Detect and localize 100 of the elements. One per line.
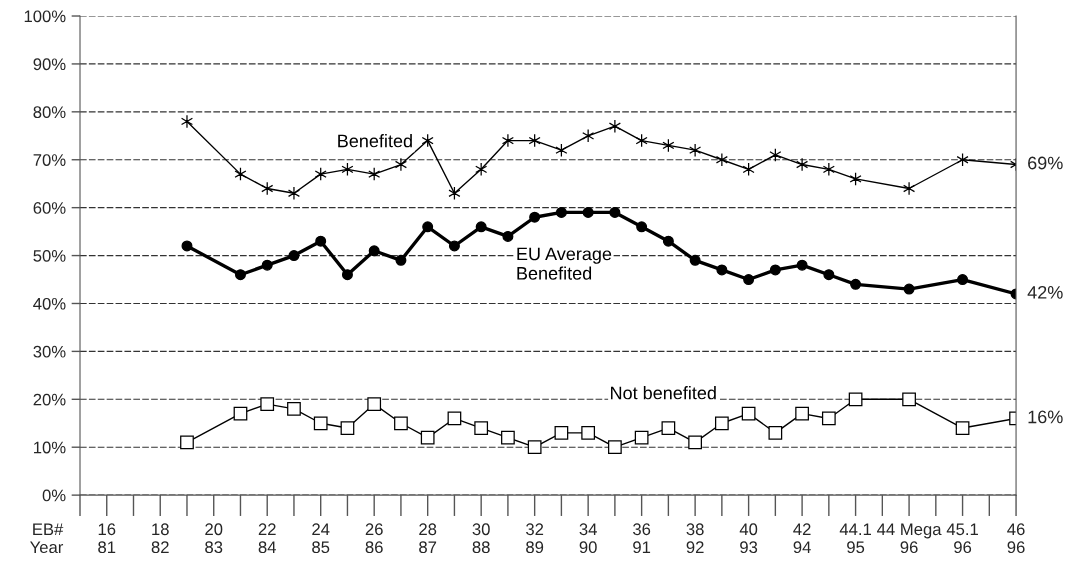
- series-label: Benefited: [338, 134, 412, 148]
- point: [261, 259, 273, 271]
- point: [234, 269, 246, 281]
- point: [903, 283, 915, 295]
- point: [527, 440, 542, 455]
- point: [795, 406, 809, 421]
- x-tick-label: 30 88: [472, 523, 490, 554]
- point: [688, 435, 702, 450]
- point: [447, 411, 462, 426]
- point: [368, 245, 380, 257]
- series-label: EU Average Benefited: [517, 247, 612, 280]
- point: [501, 430, 515, 445]
- point: [769, 264, 781, 276]
- x-tick-label: 44 Mega 96: [877, 523, 942, 554]
- point: [313, 416, 328, 431]
- point: [634, 430, 649, 445]
- point: [903, 181, 916, 196]
- point: [420, 430, 435, 445]
- point: [555, 206, 567, 218]
- x-tick-label: 46 96: [1007, 523, 1025, 554]
- point: [609, 206, 621, 218]
- point: [661, 421, 676, 435]
- annotation: 16%: [1028, 410, 1063, 424]
- point: [689, 254, 701, 266]
- point: [260, 397, 275, 411]
- point: [395, 254, 407, 266]
- x-tick-label: 28 87: [419, 523, 437, 554]
- annotation: 42%: [1027, 285, 1063, 299]
- y-tick-label: 80%: [33, 106, 66, 119]
- y-tick-label: 40%: [33, 297, 66, 310]
- point: [394, 416, 408, 431]
- series-label: Not benefited: [611, 386, 716, 400]
- x-tick-label: 16 81: [98, 523, 116, 554]
- point: [394, 157, 407, 172]
- point: [554, 425, 569, 440]
- point: [848, 392, 863, 407]
- x-tick-label: 42 94: [793, 523, 811, 554]
- point: [608, 119, 621, 134]
- point: [956, 152, 969, 167]
- y-tick-label: 90%: [33, 58, 66, 71]
- point: [714, 416, 729, 431]
- point: [741, 406, 756, 421]
- x-tick-label: 44.1 95: [839, 523, 871, 554]
- point: [636, 221, 648, 233]
- y-tick-label: 10%: [34, 441, 66, 454]
- point: [689, 143, 702, 158]
- point: [662, 235, 674, 247]
- y-tick-label: 70%: [33, 154, 66, 166]
- point: [608, 440, 622, 455]
- x-tick-label: 36 91: [633, 523, 651, 554]
- point: [180, 435, 194, 450]
- point: [180, 114, 194, 129]
- y-tick-label: 30%: [33, 345, 66, 358]
- point: [367, 397, 382, 411]
- point: [341, 269, 353, 281]
- point: [796, 259, 808, 271]
- y-tick-label: 60%: [33, 202, 66, 214]
- point: [743, 274, 755, 286]
- point: [581, 425, 596, 440]
- text: EB#: [33, 523, 64, 535]
- x-tick-label: 38 92: [686, 523, 704, 554]
- point: [422, 221, 434, 233]
- point: [821, 411, 836, 426]
- point: [850, 278, 862, 290]
- x-tick-label: 20 83: [205, 523, 223, 554]
- point: [501, 133, 514, 148]
- point: [315, 235, 327, 247]
- point: [181, 240, 193, 252]
- point: [823, 269, 835, 281]
- point: [902, 392, 916, 407]
- point: [716, 264, 728, 276]
- point: [448, 240, 460, 252]
- x-tick-label: 32 89: [526, 523, 544, 554]
- text: Year: [30, 541, 64, 554]
- y-tick-label: 20%: [33, 393, 66, 406]
- point: [448, 186, 461, 201]
- point: [502, 230, 514, 242]
- y-tick-label: 0%: [42, 489, 66, 502]
- point: [287, 402, 301, 416]
- point: [288, 250, 300, 262]
- point: [233, 406, 248, 421]
- x-tick-label: 26 86: [365, 523, 383, 554]
- x-tick-label: 18 82: [151, 523, 169, 554]
- x-tick-label: 40 93: [739, 523, 758, 554]
- x-tick-label: 22 84: [258, 523, 276, 554]
- y-tick-label: 100%: [24, 10, 66, 23]
- point: [474, 421, 489, 435]
- point: [796, 157, 809, 172]
- point: [957, 274, 969, 286]
- point: [287, 186, 300, 201]
- x-tick-label: 24 85: [312, 523, 330, 554]
- point: [768, 425, 783, 440]
- point: [475, 221, 487, 233]
- point: [955, 421, 970, 435]
- point: [529, 211, 541, 223]
- point: [340, 421, 355, 435]
- x-tick-label: 45.1 96: [946, 523, 978, 554]
- point: [582, 206, 594, 218]
- y-tick-label: 50%: [33, 249, 66, 262]
- x-tick-label: 34 90: [579, 523, 597, 554]
